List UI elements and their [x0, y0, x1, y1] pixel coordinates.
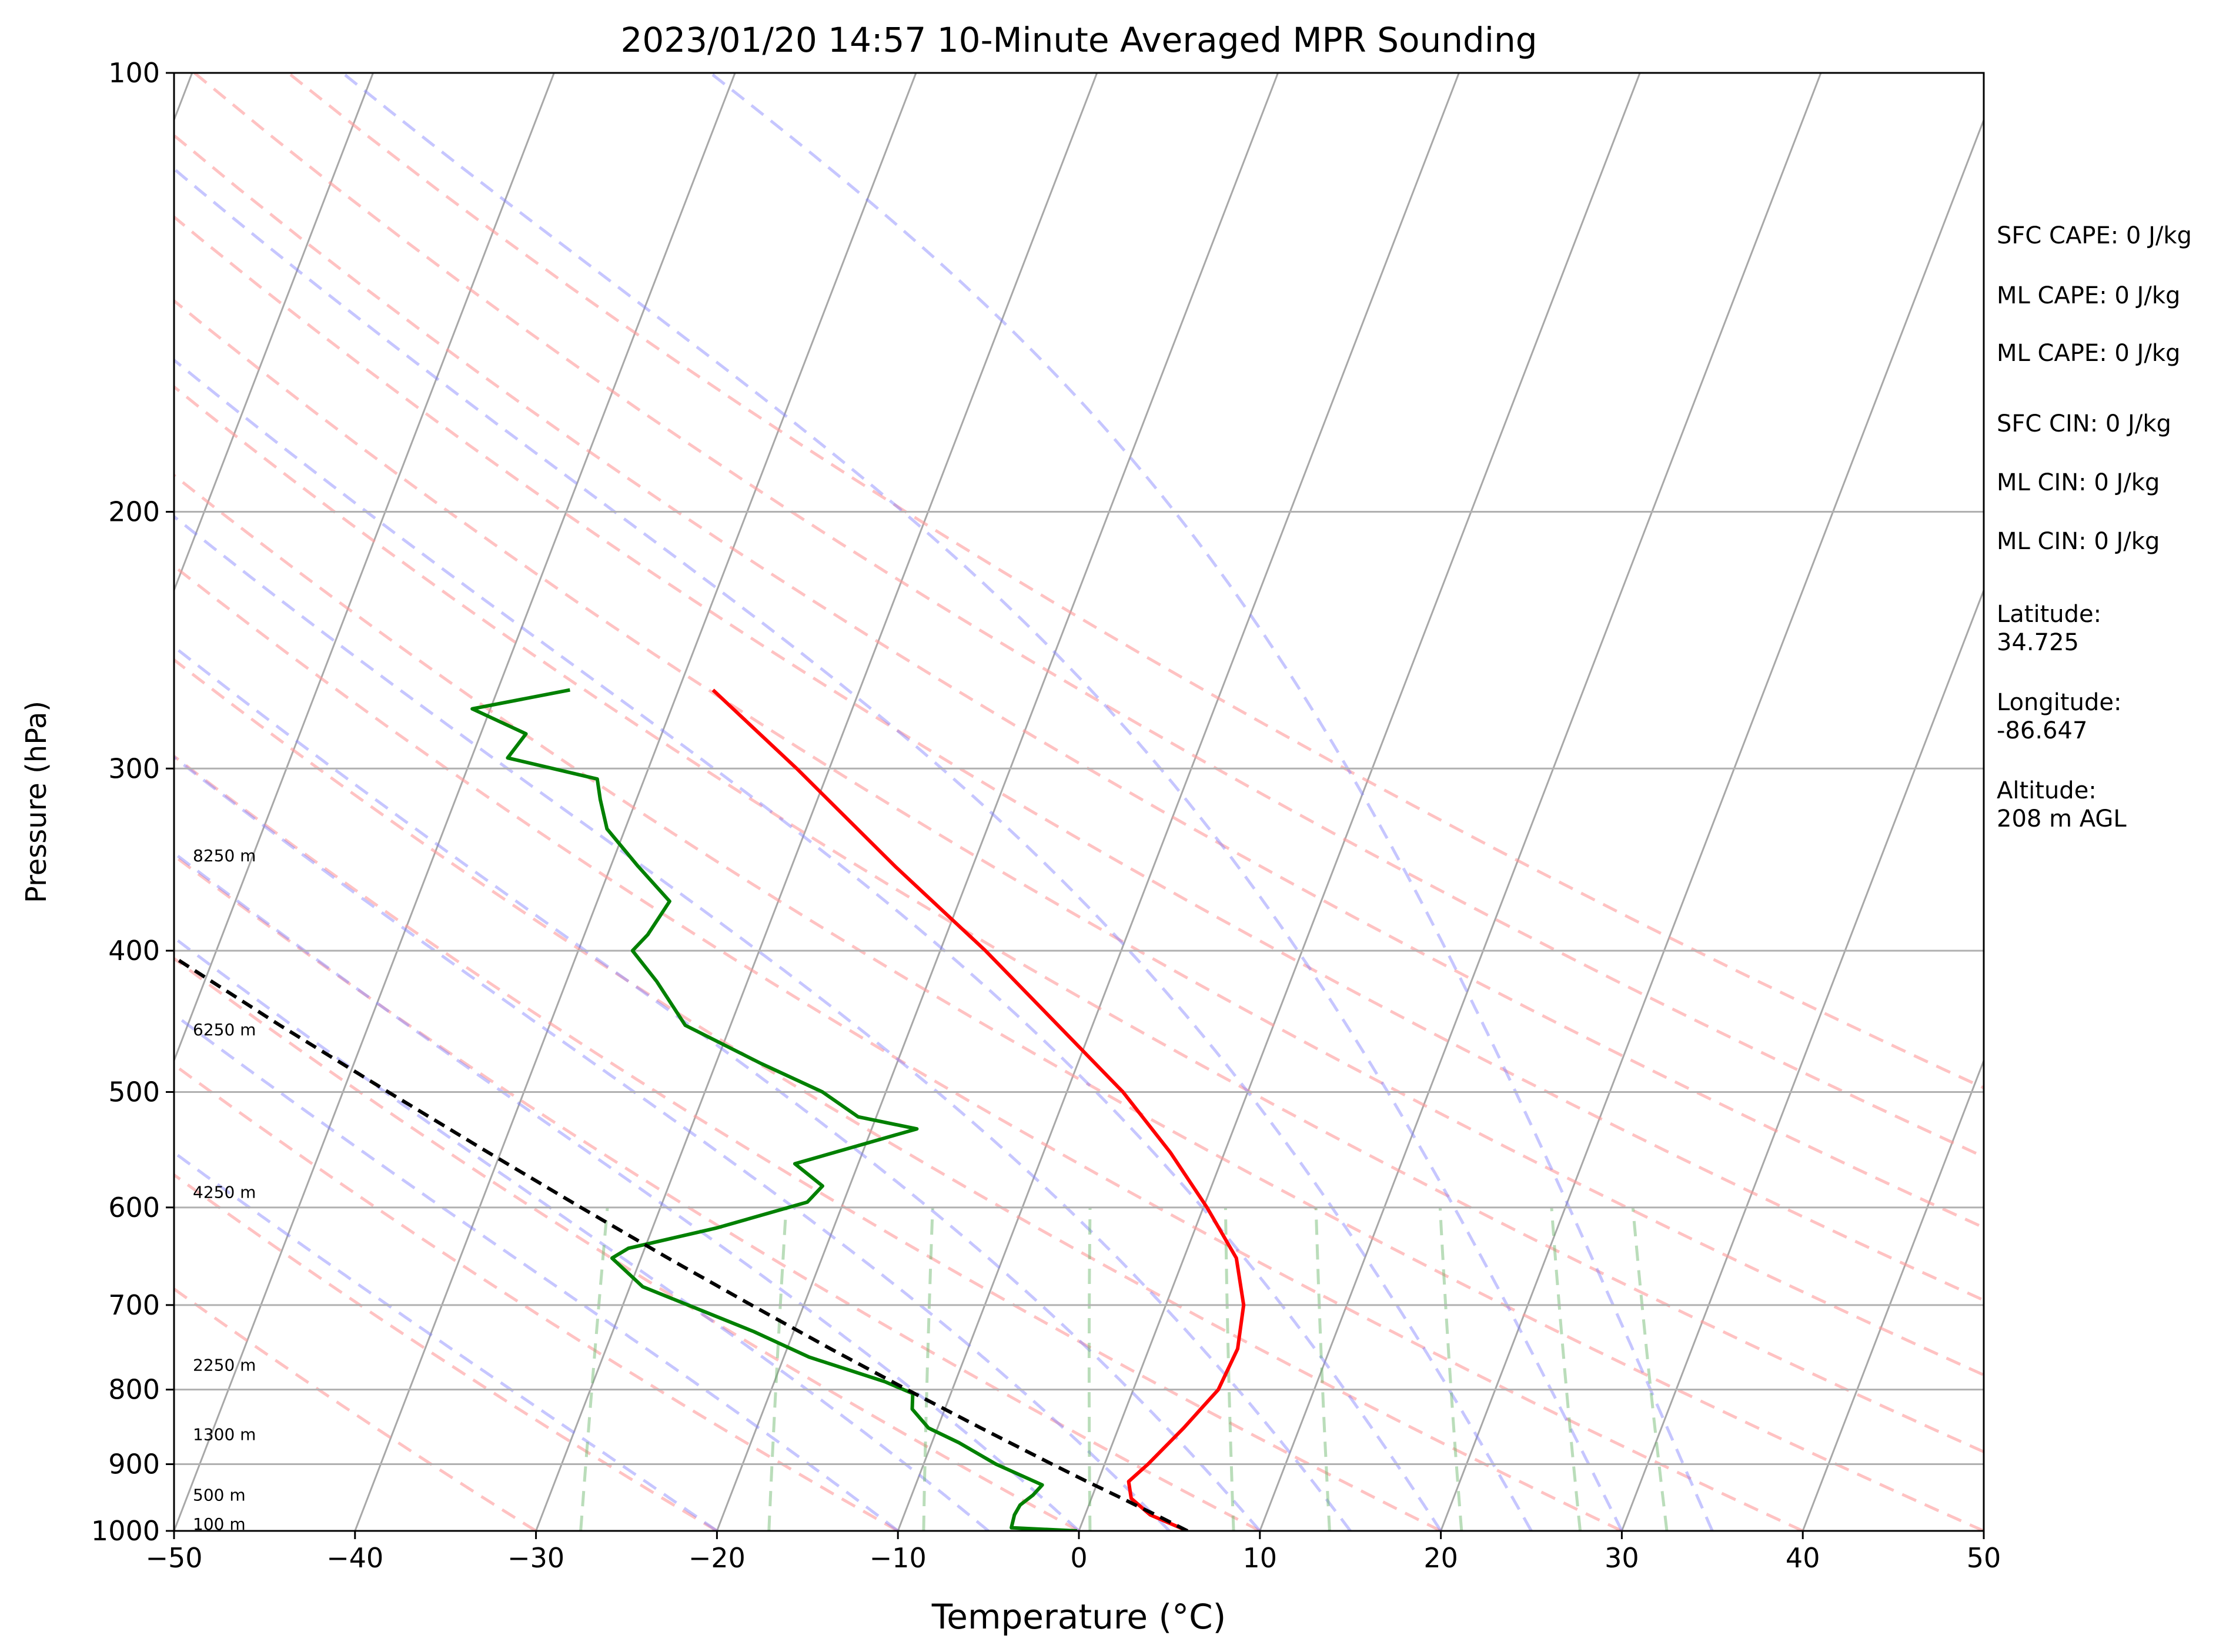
- x-tick-label: −50: [145, 1542, 202, 1574]
- dry-adiabat-line: [174, 1063, 899, 1531]
- dry-adiabat-line: [174, 957, 1080, 1531]
- x-axis-label: Temperature (°C): [931, 1597, 1226, 1637]
- info-text: ML CAPE: 0 J/kg: [1997, 340, 2180, 367]
- isotherm-line: [1801, 1058, 1984, 1531]
- height-labels: 100 m 500 m 1300 m 2250 m 4250 m 6250 m 8250 m: [193, 846, 256, 1534]
- info-text: Longitude: -86.647: [1997, 689, 2121, 744]
- y-axis-label: Pressure (hPa): [20, 701, 53, 903]
- dry-adiabat-line: [174, 299, 1984, 1377]
- moist-adiabat-line: [342, 73, 1623, 1531]
- moist-adiabat-line: [174, 358, 1442, 1531]
- pressure-gridlines: [174, 73, 1984, 1531]
- mixing-ratio-line: [1550, 1207, 1582, 1531]
- y-tick-label: 1000: [91, 1515, 160, 1547]
- isotherm-line: [174, 73, 374, 593]
- moist-adiabat-line: [174, 514, 1352, 1531]
- mixing-ratio-line: [1087, 1207, 1092, 1531]
- y-tick-label: 100: [108, 57, 160, 89]
- isotherm-line: [1259, 73, 1822, 1531]
- x-tick-label: −30: [507, 1542, 564, 1574]
- info-text: Altitude: 208 m AGL: [1997, 777, 2127, 832]
- dry-adiabat-line: [193, 73, 1984, 1159]
- mixing-ratio-line: [1631, 1207, 1669, 1531]
- y-tick-label: 900: [108, 1449, 160, 1480]
- mixing-ratio-line: [579, 1207, 609, 1531]
- y-tick-label: 200: [108, 496, 160, 528]
- x-tick-label: 30: [1605, 1542, 1639, 1574]
- y-tick-label: 400: [108, 935, 160, 967]
- moist-adiabat-line: [174, 1012, 899, 1531]
- info-text: SFC CAPE: 0 J/kg: [1997, 222, 2192, 249]
- mixing-ratio-line: [767, 1207, 788, 1531]
- dry-adiabat-line: [174, 564, 1804, 1531]
- info-text: Latitude: 34.725: [1997, 601, 2101, 656]
- moist-adiabat-line: [174, 1151, 718, 1531]
- height-label: 2250 m: [193, 1356, 256, 1375]
- mixing-ratio-line: [1224, 1207, 1235, 1531]
- chart-title: 2023/01/20 14:57 10-Minute Averaged MPR …: [620, 20, 1537, 60]
- isotherm-line: [354, 73, 917, 1531]
- x-tick-label: −10: [870, 1542, 927, 1574]
- isotherm-line: [174, 73, 555, 1064]
- x-tick-label: −20: [688, 1542, 746, 1574]
- x-tick-label: 20: [1423, 1542, 1458, 1574]
- dry-adiabat-line: [174, 384, 1984, 1454]
- x-tick-label: 10: [1243, 1542, 1278, 1574]
- dry-adiabat-line: [174, 133, 1984, 1229]
- isotherm-line: [897, 73, 1460, 1531]
- y-tick-label: 300: [108, 753, 160, 784]
- y-tick-label: 500: [108, 1076, 160, 1108]
- series-layer: [174, 688, 1246, 1531]
- isotherm-line: [174, 73, 736, 1531]
- x-tick-label: 40: [1786, 1542, 1820, 1574]
- parcel-line: [174, 955, 1189, 1531]
- y-tick-label: 800: [108, 1374, 160, 1406]
- isotherm-line: [1620, 587, 1984, 1531]
- info-text: ML CAPE: 0 J/kg: [1997, 282, 2180, 309]
- moist-adiabat-line: [174, 644, 1261, 1531]
- height-label: 6250 m: [193, 1020, 256, 1039]
- info-text: SFC CIN: 0 J/kg: [1997, 410, 2171, 437]
- height-label: 500 m: [193, 1485, 246, 1504]
- height-label: 8250 m: [193, 846, 256, 865]
- moist-adiabat-line: [709, 73, 1714, 1531]
- temperature-line: [711, 688, 1246, 1531]
- dry-adiabat-line: [174, 754, 1442, 1531]
- isotherm-line: [1440, 117, 1984, 1531]
- x-tick-label: 0: [1070, 1542, 1087, 1574]
- x-tick-label: 50: [1967, 1542, 2001, 1574]
- height-label: 4250 m: [193, 1182, 256, 1202]
- moist-adiabat-line: [174, 167, 1533, 1531]
- mixing-ratio-line: [922, 1207, 934, 1531]
- mixing-ratio-line: [1438, 1207, 1463, 1531]
- height-label: 100 m: [193, 1514, 246, 1534]
- info-text: ML CIN: 0 J/kg: [1997, 469, 2160, 496]
- moist-adiabat-line: [174, 851, 1080, 1531]
- info-text: ML CIN: 0 J/kg: [1997, 528, 2160, 555]
- dry-adiabat-line: [174, 658, 1623, 1531]
- x-tick-label: −40: [326, 1542, 383, 1574]
- isotherm-line: [1078, 73, 1641, 1531]
- y-tick-label: 700: [108, 1289, 160, 1321]
- axis-ticks: −50 −40 −30 −20 −10 0 10 20 30 40 50 100 200 300 400 50…: [91, 57, 2001, 1574]
- height-label: 1300 m: [193, 1425, 256, 1444]
- mixing-ratio-line: [1314, 1207, 1331, 1531]
- isotherm-line: [716, 73, 1279, 1531]
- dry-adiabat-line: [174, 473, 1984, 1531]
- isotherm-line: [535, 73, 1098, 1531]
- y-tick-label: 600: [108, 1192, 160, 1223]
- dry-adiabat-line: [174, 215, 1984, 1302]
- reference-lines: [174, 73, 1984, 1531]
- sounding-info-panel: SFC CAPE: 0 J/kg ML CAPE: 0 J/kg ML CAPE: …: [1997, 222, 2192, 832]
- dewpoint-line: [470, 688, 1078, 1531]
